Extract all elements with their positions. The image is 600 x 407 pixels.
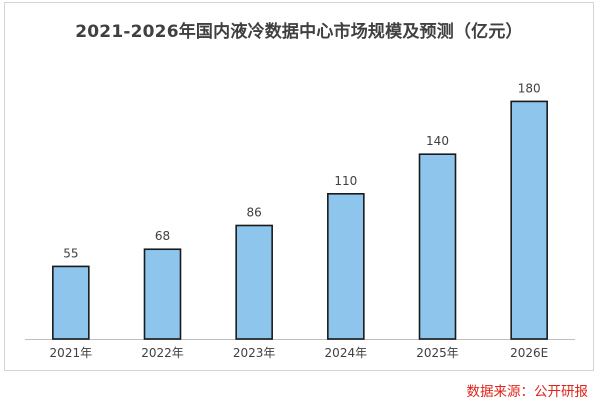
- x-tick-label: 2024年: [325, 346, 368, 360]
- bar: [327, 193, 365, 340]
- bar: [418, 153, 457, 340]
- data-label: 55: [63, 246, 78, 260]
- bar: [510, 100, 548, 340]
- data-label: 140: [426, 134, 449, 148]
- x-tick-label: 2026E: [510, 346, 548, 360]
- x-tick-label: 2025年: [416, 346, 459, 360]
- bar: [235, 224, 273, 340]
- x-tick-label: 2021年: [50, 346, 93, 360]
- x-tick-label: 2023年: [233, 346, 276, 360]
- data-label: 180: [518, 81, 541, 95]
- data-label: 110: [334, 174, 357, 188]
- source-note: 数据来源：公开研报: [466, 384, 589, 400]
- bar: [143, 248, 182, 340]
- chart-title: 2021-2026年国内液冷数据中心市场规模及预测（亿元）: [75, 22, 523, 42]
- data-label: 68: [155, 229, 170, 243]
- bar-plot: 55 2021年 68 2022年 86 2023年 110 2024年 140 2025年 180…: [25, 81, 575, 360]
- data-label: 86: [247, 205, 262, 219]
- bar: [52, 265, 90, 340]
- chart-frame: 2021-2026年国内液冷数据中心市场规模及预测（亿元） 55 2021年 68 2…: [4, 2, 594, 371]
- x-tick-label: 2022年: [141, 346, 184, 360]
